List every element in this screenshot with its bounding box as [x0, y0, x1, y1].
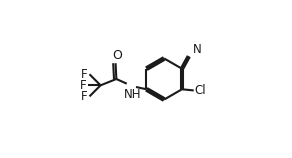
Text: N: N: [193, 43, 201, 56]
Text: NH: NH: [124, 88, 141, 101]
Text: O: O: [112, 49, 122, 62]
Text: F: F: [81, 68, 88, 81]
Text: Cl: Cl: [194, 84, 206, 97]
Text: F: F: [81, 90, 88, 103]
Text: F: F: [80, 79, 86, 92]
